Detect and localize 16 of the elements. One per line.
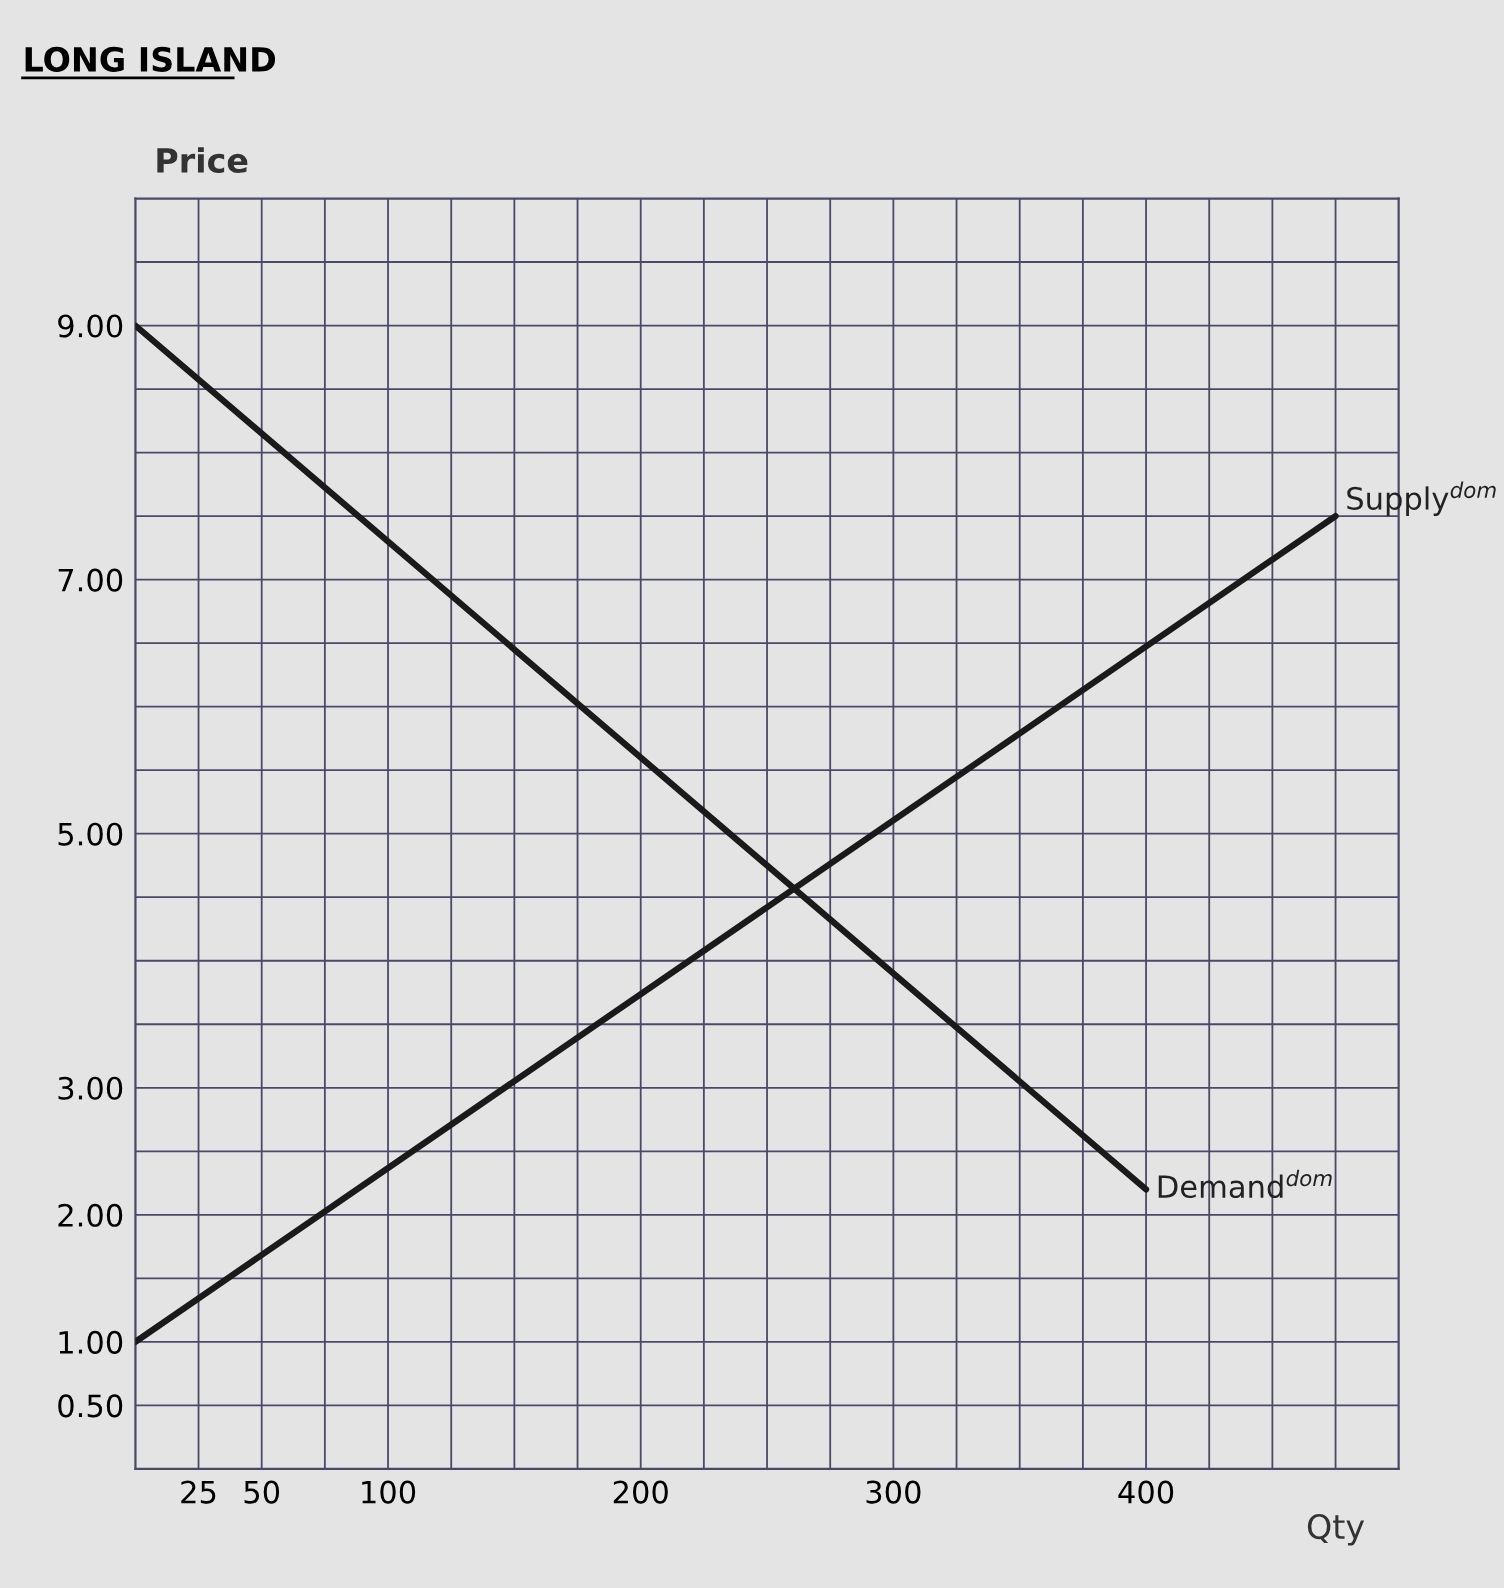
y-tick-label: 2.00 (58, 1203, 123, 1227)
x-tick-label: 400 (1118, 1480, 1174, 1504)
y-tick-label: 9.00 (58, 314, 123, 338)
x-tick-label: 100 (362, 1480, 416, 1504)
x-tick-label: 25 (181, 1480, 216, 1504)
y-tick-label: 5.00 (58, 822, 123, 846)
y-axis-title: Price (157, 147, 248, 173)
chart-title: LONG ISLAND (25, 46, 276, 72)
y-tick-label: 1.00 (59, 1330, 123, 1354)
x-tick-label: 200 (613, 1480, 668, 1504)
y-tick-label: 3.00 (58, 1076, 123, 1100)
x-axis-title: Qty (1307, 1513, 1365, 1546)
y-tick-label: 0.50 (58, 1394, 123, 1418)
y-tick-label: 7.00 (58, 568, 123, 592)
x-tick-label: 300 (866, 1480, 921, 1504)
x-tick-label: 50 (244, 1480, 280, 1504)
